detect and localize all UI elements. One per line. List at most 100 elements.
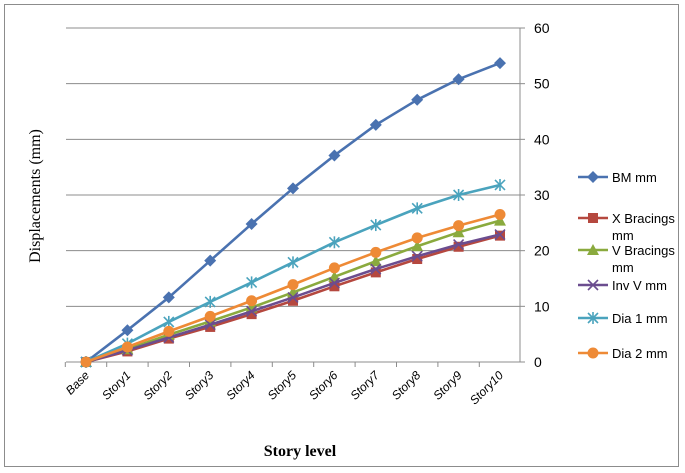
data-point-stroke (494, 228, 506, 241)
data-point (328, 277, 340, 289)
data-point (328, 236, 340, 249)
data-point (411, 250, 423, 262)
data-point (370, 219, 382, 232)
data-point (288, 295, 298, 306)
y-tick-label: 20 (534, 243, 550, 259)
legend-label: Inv V mm (612, 278, 667, 293)
data-point (163, 325, 175, 337)
legend-label: Dia 1 mm (612, 311, 668, 326)
legend-item: V Bracings mm (578, 243, 675, 275)
y-tick-label: 0 (534, 354, 542, 370)
data-point (246, 309, 257, 320)
data-point (204, 254, 217, 267)
data-point (328, 149, 341, 162)
data-point (411, 232, 423, 244)
y-tick-label: 30 (534, 187, 550, 203)
series-dia-2-mm (80, 208, 506, 368)
data-point (453, 220, 465, 232)
series-inv-v-mm (80, 228, 506, 368)
data-point (204, 310, 216, 322)
data-point-stroke (370, 263, 382, 275)
data-point (246, 305, 258, 317)
data-point (287, 291, 299, 303)
y-tick-labels: 0 10 20 30 40 50 60 (534, 20, 550, 370)
legend-item: Dia 2 mm (578, 346, 668, 361)
x-tick-labels: Base Story1 Story2 Story3 Story4 Story5 Story6… (63, 367, 506, 407)
legend-label: X Bracings (612, 211, 675, 226)
data-point (245, 217, 258, 230)
x-axis-title: Story level (264, 443, 337, 460)
legend-label: Dia 2 mm (612, 346, 668, 361)
legend-item: X Bracings mm (578, 211, 675, 243)
legend-label: mm (612, 228, 634, 243)
x-tick-label: Story5 (265, 368, 300, 403)
legend-item: Dia 1 mm (578, 311, 668, 326)
axes (64, 27, 525, 367)
data-point (494, 208, 506, 220)
data-point (453, 189, 465, 201)
data-point (287, 279, 299, 291)
series-bm-mm (80, 57, 506, 368)
series-v-bracings-mm (80, 214, 506, 367)
x-tick-label: Story4 (223, 368, 258, 403)
data-point-stroke (328, 277, 340, 289)
y-axis-title: Displacements (mm) (27, 129, 44, 263)
data-point (411, 240, 424, 252)
data-point (494, 178, 506, 191)
data-point (411, 202, 423, 215)
series-line (85, 183, 501, 364)
legend-label: V Bracings (612, 243, 675, 258)
data-point (494, 214, 506, 226)
series-layer (80, 57, 506, 368)
data-point (412, 254, 423, 265)
data-point (411, 93, 424, 106)
legend-label: BM mm (612, 170, 657, 185)
data-point-stroke (411, 250, 423, 262)
x-tick-label: Story6 (306, 368, 341, 403)
data-point (204, 319, 216, 331)
legend-label: mm (612, 260, 634, 275)
x-tick-label: Story10 (467, 368, 506, 407)
data-point (369, 255, 382, 267)
data-point (287, 256, 299, 269)
data-point (121, 341, 133, 353)
data-point (453, 238, 465, 251)
y-tick-label: 10 (534, 298, 550, 314)
legend-item: BM mm (578, 170, 657, 185)
data-point (453, 241, 464, 252)
x-tick-label: Story2 (140, 368, 175, 403)
x-tick-label: Story7 (347, 367, 382, 402)
data-point (246, 295, 258, 307)
data-point (587, 171, 599, 183)
x-tick-label: Story1 (99, 368, 133, 402)
data-point (205, 321, 216, 332)
data-point-stroke (287, 291, 299, 303)
data-point-stroke (587, 279, 599, 291)
data-point (329, 281, 340, 292)
legend-item: Inv V mm (578, 278, 667, 293)
data-point (494, 57, 506, 70)
data-point (587, 312, 599, 324)
data-point (370, 246, 382, 258)
data-point (370, 263, 382, 275)
data-point (588, 213, 598, 223)
data-point (587, 347, 599, 359)
y-tick-label: 50 (534, 76, 550, 92)
data-point (370, 267, 381, 278)
series-line (85, 61, 501, 364)
x-tick-label: Story3 (182, 368, 217, 403)
data-point (587, 244, 599, 255)
chart-frame (4, 4, 679, 467)
data-point (452, 73, 465, 86)
y-tick-label: 40 (534, 131, 550, 147)
data-point (369, 118, 382, 131)
data-point (204, 295, 216, 308)
data-point (328, 262, 340, 274)
data-point (494, 228, 506, 241)
x-tick-label: Story8 (389, 368, 424, 403)
data-point (80, 356, 92, 368)
y-tick-label: 60 (534, 20, 550, 36)
x-tick-label: Base (63, 368, 92, 397)
